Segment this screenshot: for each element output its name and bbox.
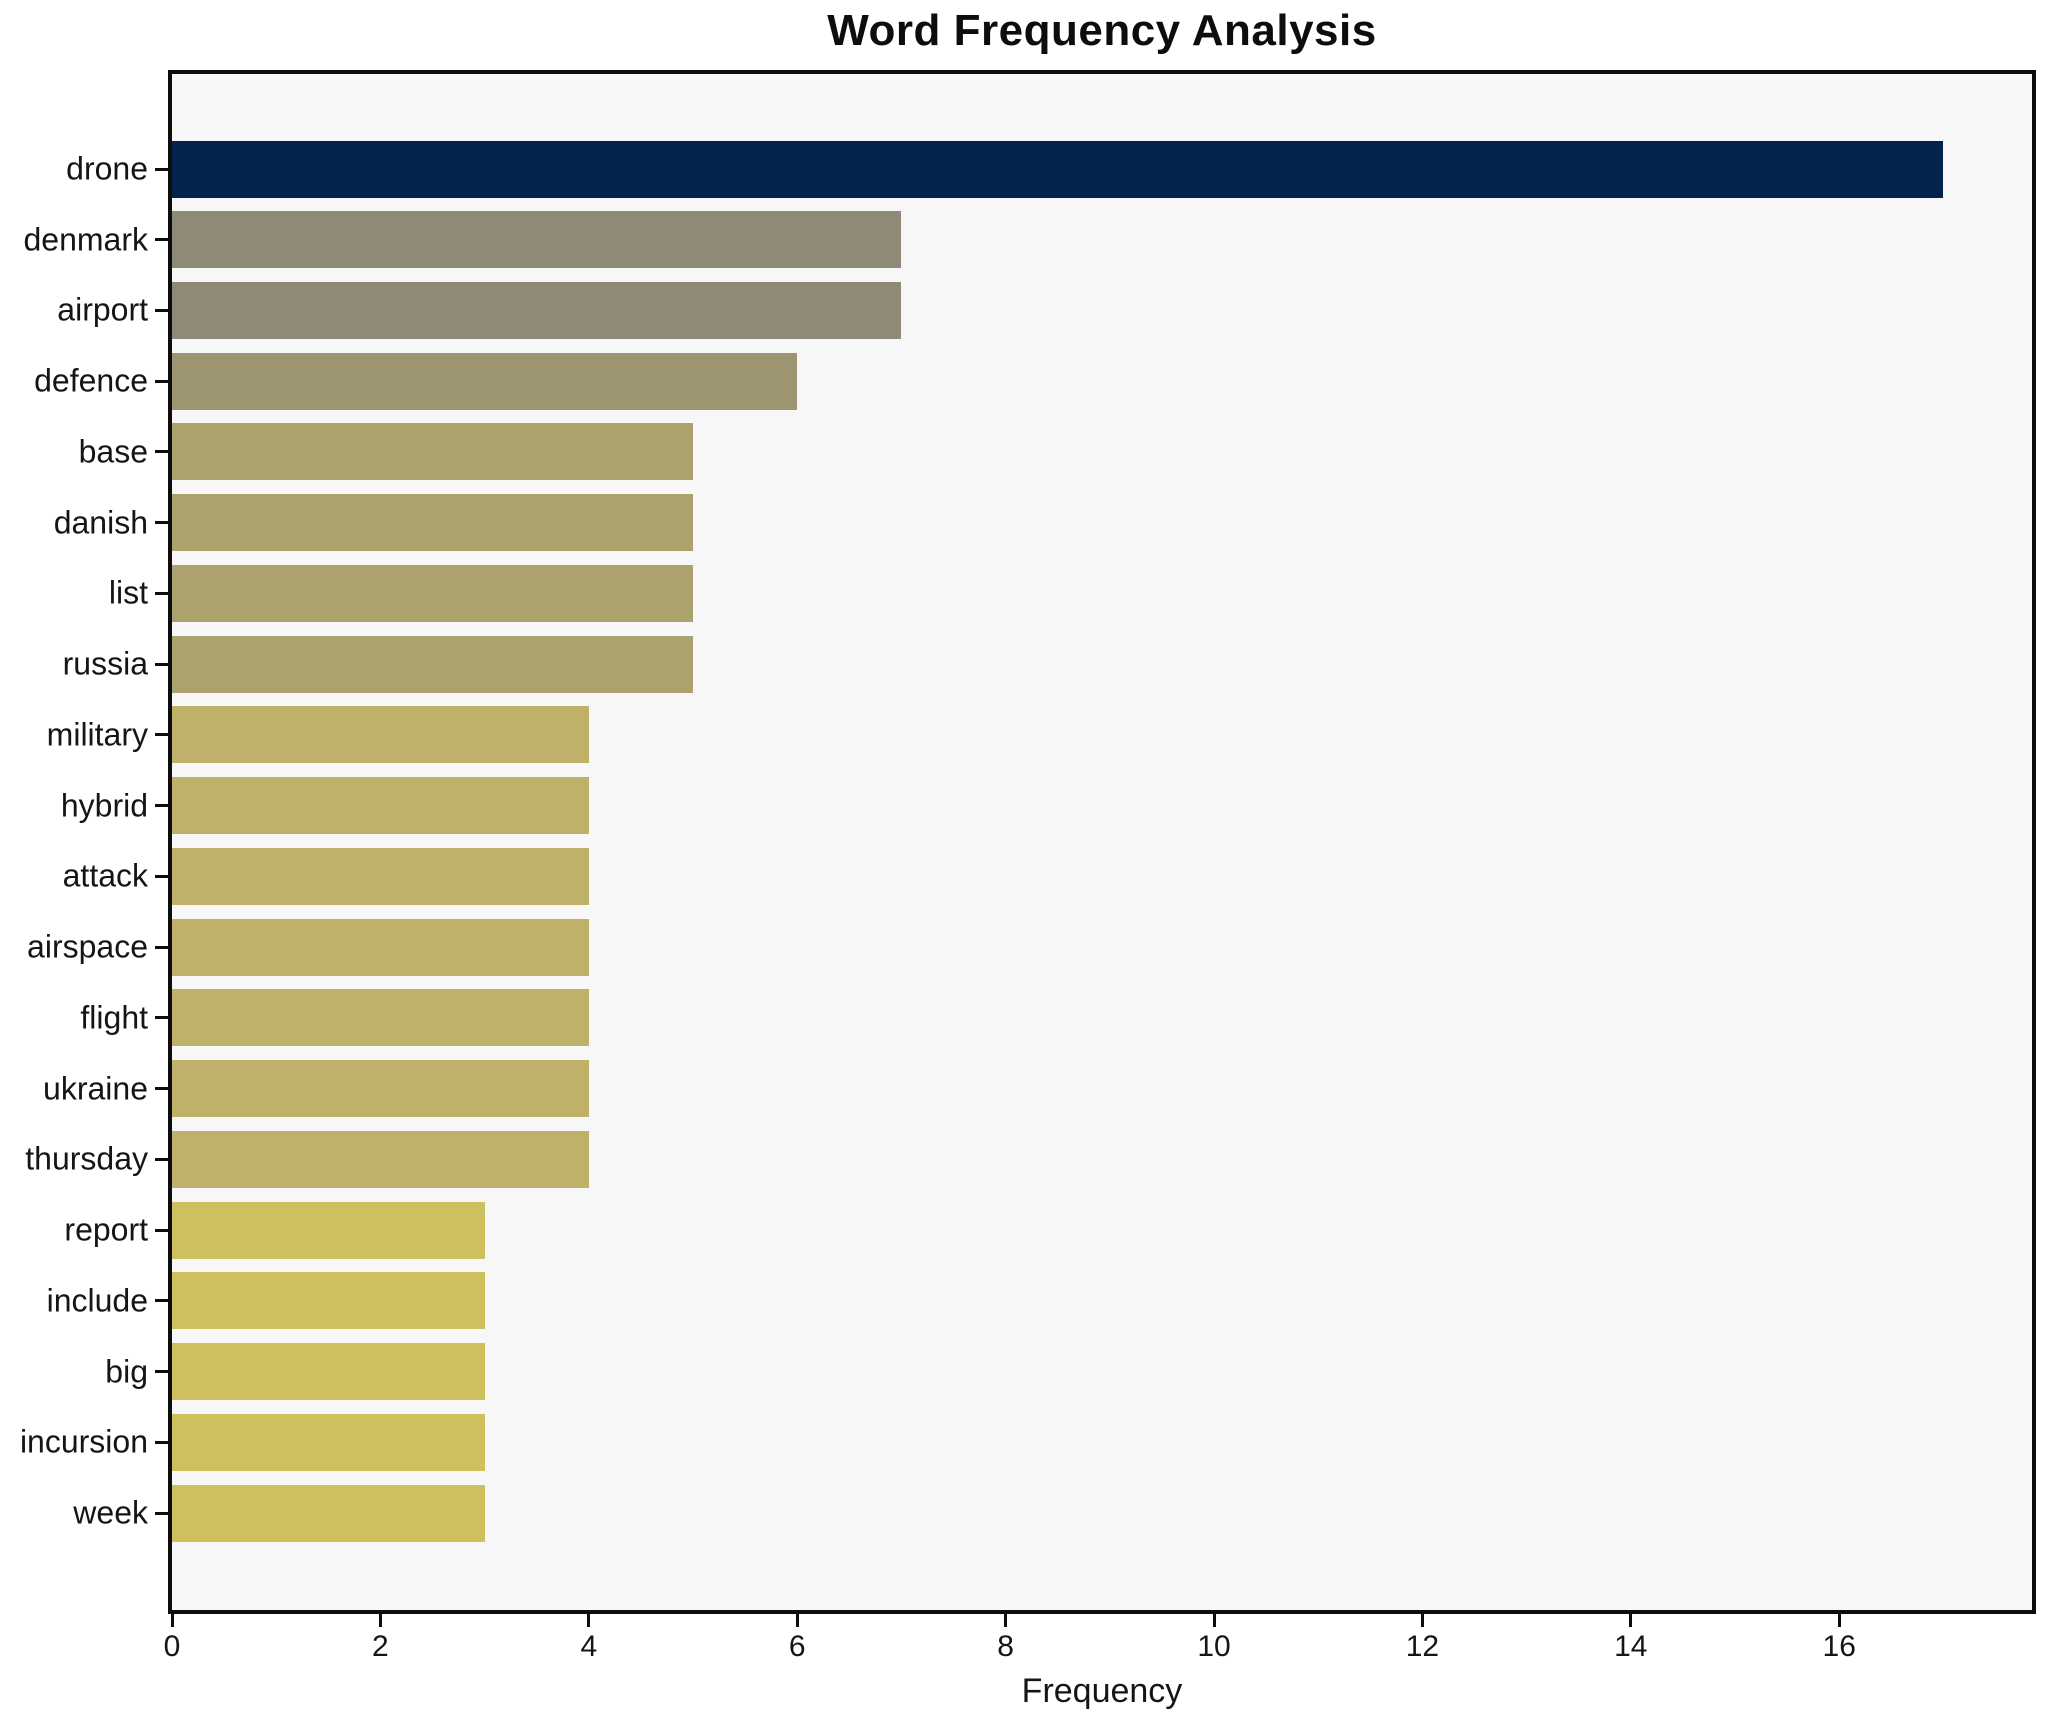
y-tick-mark [155, 450, 168, 454]
y-tick-mark [155, 874, 168, 878]
x-tick-mark [1004, 1614, 1008, 1627]
y-tick-label-report: report [64, 1211, 148, 1248]
bar-list [172, 564, 693, 622]
y-tick-label-russia: russia [62, 645, 148, 682]
bar-ukraine [172, 1060, 589, 1118]
bar-russia [172, 635, 693, 693]
x-tick-label-16: 16 [1822, 1630, 1856, 1663]
y-tick-label-week: week [73, 1494, 148, 1531]
y-tick-label-big: big [105, 1353, 148, 1390]
x-tick-label-8: 8 [997, 1630, 1014, 1663]
y-tick-mark [155, 945, 168, 949]
x-tick-mark [1837, 1614, 1841, 1627]
y-tick-mark [155, 1299, 168, 1303]
x-axis-title: Frequency [1021, 1672, 1183, 1710]
y-tick-mark [155, 733, 168, 737]
y-tick-label-defence: defence [34, 362, 148, 399]
y-tick-mark [155, 379, 168, 383]
y-tick-label-incursion: incursion [19, 1423, 148, 1460]
y-tick-label-drone: drone [66, 150, 148, 187]
y-tick-mark [155, 804, 168, 808]
bar-airspace [172, 918, 589, 976]
y-tick-mark [155, 1016, 168, 1020]
y-tick-label-denmark: denmark [23, 221, 149, 258]
y-tick-label-include: include [46, 1282, 148, 1319]
y-tick-label-base: base [78, 433, 148, 470]
y-tick-label-airport: airport [57, 291, 148, 328]
y-tick-mark [155, 1511, 168, 1515]
bar-danish [172, 494, 693, 552]
x-tick-mark [378, 1614, 382, 1627]
bar-hybrid [172, 777, 589, 835]
plot-area [168, 70, 2036, 1614]
bar-attack [172, 847, 589, 905]
x-tick-label-0: 0 [163, 1630, 181, 1663]
y-tick-mark [155, 591, 168, 595]
bar-thursday [172, 1130, 589, 1188]
y-tick-mark [155, 1228, 168, 1232]
y-tick-label-airspace: airspace [27, 928, 148, 965]
bar-military [172, 706, 589, 764]
y-tick-mark [155, 521, 168, 525]
x-tick-label-6: 6 [788, 1630, 806, 1663]
x-tick-label-2: 2 [372, 1630, 389, 1663]
y-tick-mark [155, 1440, 168, 1444]
y-tick-mark [155, 238, 168, 242]
x-tick-mark [1629, 1614, 1633, 1627]
chart-title: Word Frequency Analysis [827, 6, 1377, 55]
x-tick-mark [587, 1614, 591, 1627]
bar-flight [172, 989, 589, 1047]
bar-big [172, 1343, 485, 1401]
y-tick-mark [155, 167, 168, 171]
bar-incursion [172, 1413, 485, 1471]
bar-base [172, 423, 693, 481]
y-tick-label-attack: attack [62, 857, 148, 894]
y-tick-label-flight: flight [80, 999, 148, 1036]
x-tick-mark [170, 1614, 174, 1627]
x-tick-label-14: 14 [1614, 1630, 1648, 1663]
y-tick-mark [155, 1370, 168, 1374]
y-tick-mark [155, 662, 168, 666]
y-tick-mark [155, 1087, 168, 1091]
y-tick-label-ukraine: ukraine [43, 1070, 148, 1107]
y-tick-mark [155, 1157, 168, 1161]
bar-week [172, 1484, 485, 1542]
x-tick-label-10: 10 [1197, 1630, 1231, 1663]
x-tick-mark [795, 1614, 799, 1627]
y-tick-label-danish: danish [53, 504, 148, 541]
y-tick-label-list: list [108, 574, 148, 611]
bar-denmark [172, 211, 902, 269]
bar-report [172, 1201, 485, 1259]
bar-defence [172, 352, 798, 410]
y-tick-label-hybrid: hybrid [60, 787, 148, 824]
bar-drone [172, 140, 1944, 198]
y-tick-label-thursday: thursday [25, 1140, 148, 1177]
x-tick-label-4: 4 [580, 1630, 598, 1663]
x-tick-mark [1420, 1614, 1424, 1627]
y-tick-mark [155, 308, 168, 312]
y-tick-label-military: military [46, 716, 148, 753]
bar-include [172, 1272, 485, 1330]
x-tick-label-12: 12 [1405, 1630, 1440, 1663]
x-tick-mark [1212, 1614, 1216, 1627]
bar-airport [172, 281, 902, 339]
